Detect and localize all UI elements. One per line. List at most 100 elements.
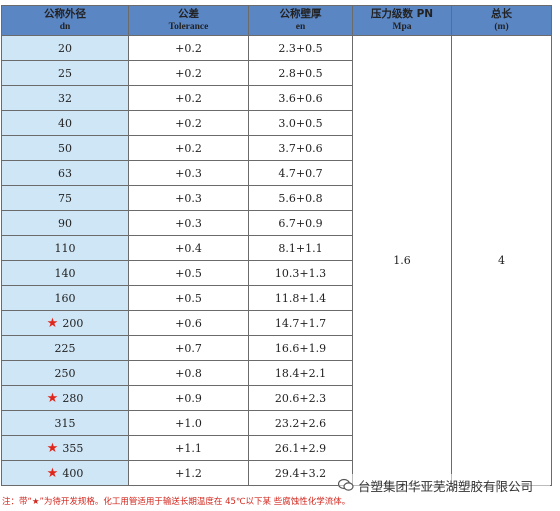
table-row: 75 +0.3 5.6+0.8 [1,185,552,211]
wall-thickness-cell: 11.8+1.4 [248,285,353,311]
dn-value: 63 [58,166,72,180]
dn-cell: ★ 280 [1,385,129,411]
table-row: 40 +0.2 3.0+0.5 [1,110,552,136]
dn-cell: 140 [1,260,129,286]
tolerance-cell: +1.0 [128,410,249,436]
header-dn: 公称外径 dn [1,5,129,36]
dn-value: 200 [62,316,84,330]
dn-value: 40 [58,116,72,130]
wall-thickness-cell: 10.3+1.3 [248,260,353,286]
dn-cell: 110 [1,235,129,261]
header-tolerance: 公差 Tolerance [128,5,249,36]
tolerance-cell: +0.2 [128,110,249,136]
tolerance-cell: +0.5 [128,285,249,311]
table-row: 20 +0.2 2.3+0.5 1.6 4 [1,35,552,486]
dn-cell: 20 [1,35,129,61]
dn-cell: ★ 400 [1,460,129,486]
dn-cell: 90 [1,210,129,236]
dn-value: 25 [58,66,72,80]
dn-value: 140 [54,266,76,280]
wall-thickness-cell: 3.6+0.6 [248,85,353,111]
tolerance-cell: +0.2 [128,135,249,161]
wall-thickness-cell: 14.7+1.7 [248,310,353,336]
dn-value: 160 [54,291,76,305]
tolerance-cell: +0.2 [128,35,249,61]
tolerance-cell: +0.6 [128,310,249,336]
dn-value: 400 [62,466,84,480]
wall-thickness-cell: 5.6+0.8 [248,185,353,211]
dn-value: 280 [62,391,84,405]
wall-thickness-cell: 8.1+1.1 [248,235,353,261]
wall-thickness-cell: 4.7+0.7 [248,160,353,186]
wall-thickness-cell: 18.4+2.1 [248,360,353,386]
tolerance-cell: +0.2 [128,60,249,86]
tolerance-cell: +0.9 [128,385,249,411]
table-row: 110 +0.4 8.1+1.1 [1,235,552,261]
watermark: 台塑集团华亚芜湖塑胶有限公司 [338,474,550,496]
tolerance-cell: +0.3 [128,210,249,236]
dn-cell: 25 [1,60,129,86]
dn-value: 75 [58,191,72,205]
dn-value: 50 [58,141,72,155]
table-row: 50 +0.2 3.7+0.6 [1,135,552,161]
tolerance-cell: +1.2 [128,460,249,486]
table-row: ★ 400 +1.2 29.4+3.2 [1,460,552,486]
table-row: ★ 280 +0.9 20.6+2.3 [1,385,552,411]
tolerance-cell: +0.3 [128,160,249,186]
wall-thickness-cell: 26.1+2.9 [248,435,353,461]
dn-value: 90 [58,216,72,230]
table-row: ★ 200 +0.6 14.7+1.7 [1,310,552,336]
dn-cell: 315 [1,410,129,436]
wechat-logo-icon [338,478,354,491]
tolerance-cell: +1.1 [128,435,249,461]
dn-value: 225 [54,341,76,355]
star-icon: ★ [46,465,59,481]
header-pressure: 压力级数 PN Mpa [352,5,452,36]
dn-cell: 50 [1,135,129,161]
tolerance-cell: +0.3 [128,185,249,211]
footnote: 注：带“★”为待开发规格。化工用管适用于输送长期温度在 45℃以下某 些腐蚀性化… [2,497,351,507]
star-icon: ★ [46,390,59,406]
dn-value: 315 [54,416,76,430]
dn-cell: 63 [1,160,129,186]
dn-cell: 40 [1,110,129,136]
wall-thickness-cell: 29.4+3.2 [248,460,353,486]
wall-thickness-cell: 23.2+2.6 [248,410,353,436]
dn-cell: ★ 200 [1,310,129,336]
length-cell: 4 [451,35,552,486]
wall-thickness-cell: 20.6+2.3 [248,385,353,411]
tolerance-cell: +0.7 [128,335,249,361]
table-row: 32 +0.2 3.6+0.6 [1,85,552,111]
wall-thickness-cell: 6.7+0.9 [248,210,353,236]
star-icon: ★ [46,440,59,456]
header-row: 公称外径 dn 公差 Tolerance 公称壁厚 en 压力级数 PN Mpa 总长(… [1,5,552,36]
dn-value: 32 [58,91,72,105]
watermark-text: 台塑集团华亚芜湖塑胶有限公司 [358,478,534,494]
dn-cell: 32 [1,85,129,111]
star-icon: ★ [46,315,59,331]
wall-thickness-cell: 2.3+0.5 [248,35,353,61]
dn-cell: 250 [1,360,129,386]
wall-thickness-cell: 2.8+0.5 [248,60,353,86]
dn-cell: 225 [1,335,129,361]
tolerance-cell: +0.5 [128,260,249,286]
dn-cell: ★ 355 [1,435,129,461]
pressure-cell: 1.6 [352,35,452,486]
dn-value: 110 [54,241,76,255]
tolerance-cell: +0.4 [128,235,249,261]
dn-value: 355 [62,441,84,455]
table-row: ★ 355 +1.1 26.1+2.9 [1,435,552,461]
header-wall-thickness: 公称壁厚 en [248,5,353,36]
table-row: 90 +0.3 6.7+0.9 [1,210,552,236]
dn-value: 20 [58,41,72,55]
wall-thickness-cell: 3.7+0.6 [248,135,353,161]
tolerance-cell: +0.2 [128,85,249,111]
header-length: 总长 (m) [451,5,552,36]
dn-cell: 160 [1,285,129,311]
table-row: 63 +0.3 4.7+0.7 [1,160,552,186]
dn-value: 250 [54,366,76,380]
tolerance-cell: +0.8 [128,360,249,386]
table-row: 225 +0.7 16.6+1.9 [1,335,552,361]
wall-thickness-cell: 16.6+1.9 [248,335,353,361]
wall-thickness-cell: 3.0+0.5 [248,110,353,136]
